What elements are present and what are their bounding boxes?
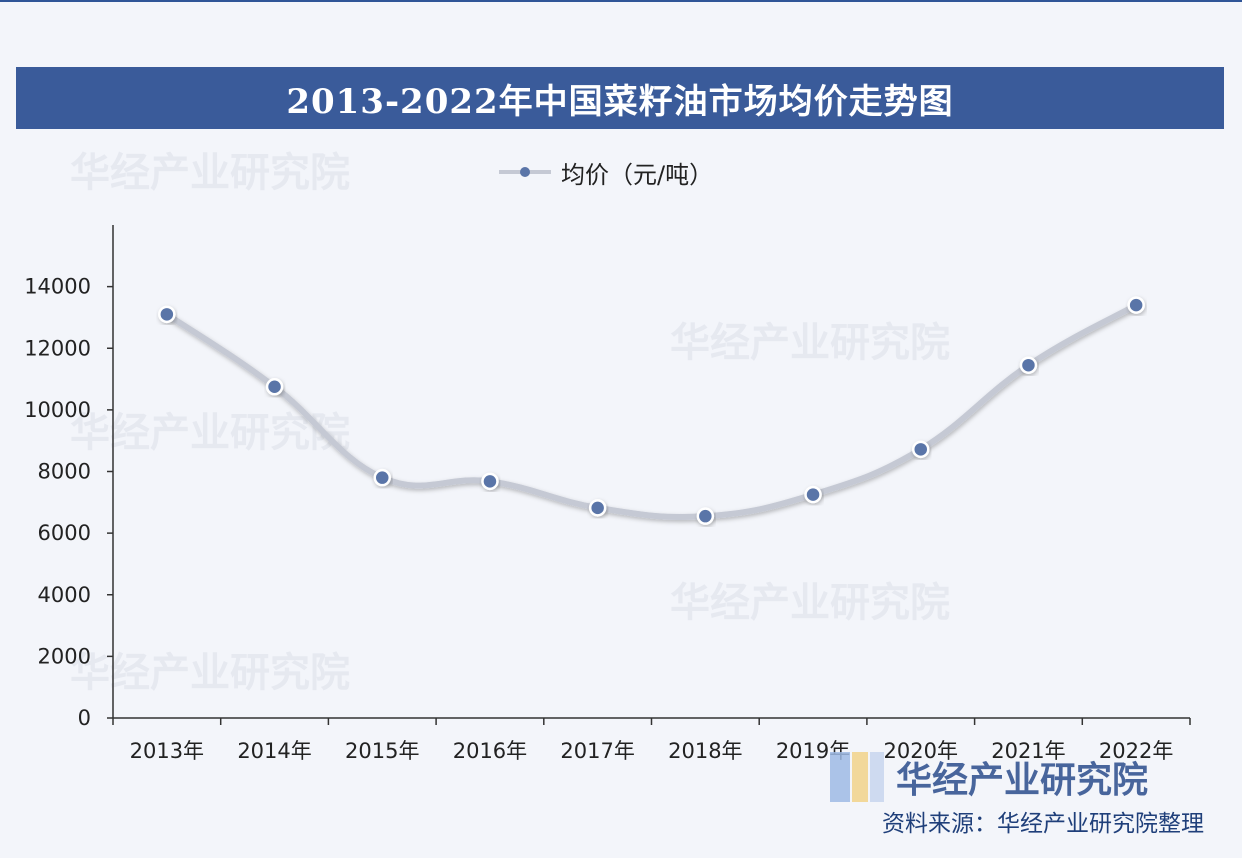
y-tick-label: 14000 xyxy=(24,275,91,299)
series-line xyxy=(163,302,1140,520)
x-tick-label: 2014年 xyxy=(237,739,311,763)
x-tick-label: 2020年 xyxy=(884,739,958,763)
y-tick-label: 10000 xyxy=(24,398,91,422)
data-point xyxy=(1019,356,1038,374)
brand-name: 华经产业研究院 xyxy=(896,760,1149,801)
legend-line-marker-icon xyxy=(499,167,551,177)
data-point xyxy=(481,472,499,491)
y-tick-label: 8000 xyxy=(38,460,91,484)
brand-watermark: 华经产业研究院 xyxy=(830,752,1148,802)
data-point xyxy=(912,440,930,459)
y-tick-label: 4000 xyxy=(38,583,91,607)
x-tick-label: 2016年 xyxy=(453,739,527,763)
data-point xyxy=(804,485,822,504)
x-tick-label: 2021年 xyxy=(991,739,1065,763)
y-tick-label: 12000 xyxy=(24,336,91,360)
legend-label: 均价（元/吨） xyxy=(561,160,714,189)
y-tick-label: 2000 xyxy=(38,644,91,668)
x-tick-label: 2018年 xyxy=(668,739,742,763)
data-point xyxy=(1127,296,1145,314)
source-note: 资料来源：华经产业研究院整理 xyxy=(882,811,1204,837)
brand-logo-icon xyxy=(830,752,886,802)
x-tick-label: 2022年 xyxy=(1099,739,1173,763)
data-point xyxy=(265,378,284,396)
legend: 均价（元/吨） xyxy=(497,155,713,189)
chart-title: 2013-2022年中国菜籽油市场均价走势图 xyxy=(16,67,1224,129)
data-point xyxy=(588,499,607,517)
y-tick-label: 0 xyxy=(78,706,91,730)
x-tick-label: 2013年 xyxy=(130,739,204,763)
x-tick-label: 2015年 xyxy=(345,739,419,763)
x-tick-label: 2017年 xyxy=(560,739,634,763)
data-point xyxy=(373,468,391,487)
data-point xyxy=(696,507,715,525)
y-tick-label: 6000 xyxy=(38,521,91,545)
data-point xyxy=(158,305,176,324)
